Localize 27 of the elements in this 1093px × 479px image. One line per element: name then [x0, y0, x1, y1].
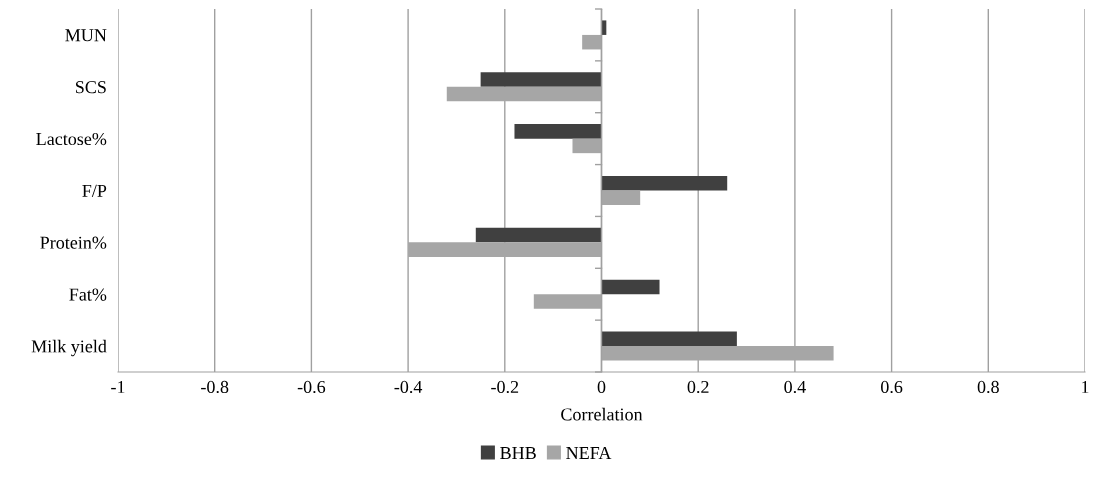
bar — [514, 124, 602, 139]
bar — [601, 331, 737, 347]
x-tick-label: 0 — [597, 380, 606, 394]
y-tick-label: SCS — [75, 81, 106, 94]
x-tick-label: 0.6 — [881, 380, 903, 394]
x-tick-label: 1 — [1082, 380, 1089, 393]
bar — [475, 227, 602, 243]
x-tick-label: 0.2 — [687, 380, 709, 394]
y-tick-label: Lactose% — [36, 132, 107, 146]
bar — [480, 72, 602, 87]
bar — [601, 175, 728, 191]
bar — [601, 279, 660, 295]
x-tick-label: 0.4 — [784, 380, 806, 394]
x-tick-label: -0.8 — [201, 380, 229, 394]
legend-label: BHB — [500, 447, 536, 459]
x-axis-title: Correlation — [561, 407, 643, 421]
x-tick-label: -0.6 — [297, 380, 326, 394]
y-tick-label: Milk yield — [31, 339, 107, 357]
x-tick-label: 0.8 — [977, 380, 999, 394]
y-tick-label: F/P — [82, 184, 107, 197]
y-tick-label: Protein% — [40, 236, 107, 249]
x-tick-label: -0.2 — [491, 380, 519, 394]
y-tick-label: MUN — [65, 29, 107, 42]
x-tick-label: -0.4 — [394, 380, 423, 394]
y-tick-label: Fat% — [69, 288, 107, 301]
x-tick-label: -1 — [111, 380, 125, 393]
legend-label: NEFA — [566, 446, 612, 459]
